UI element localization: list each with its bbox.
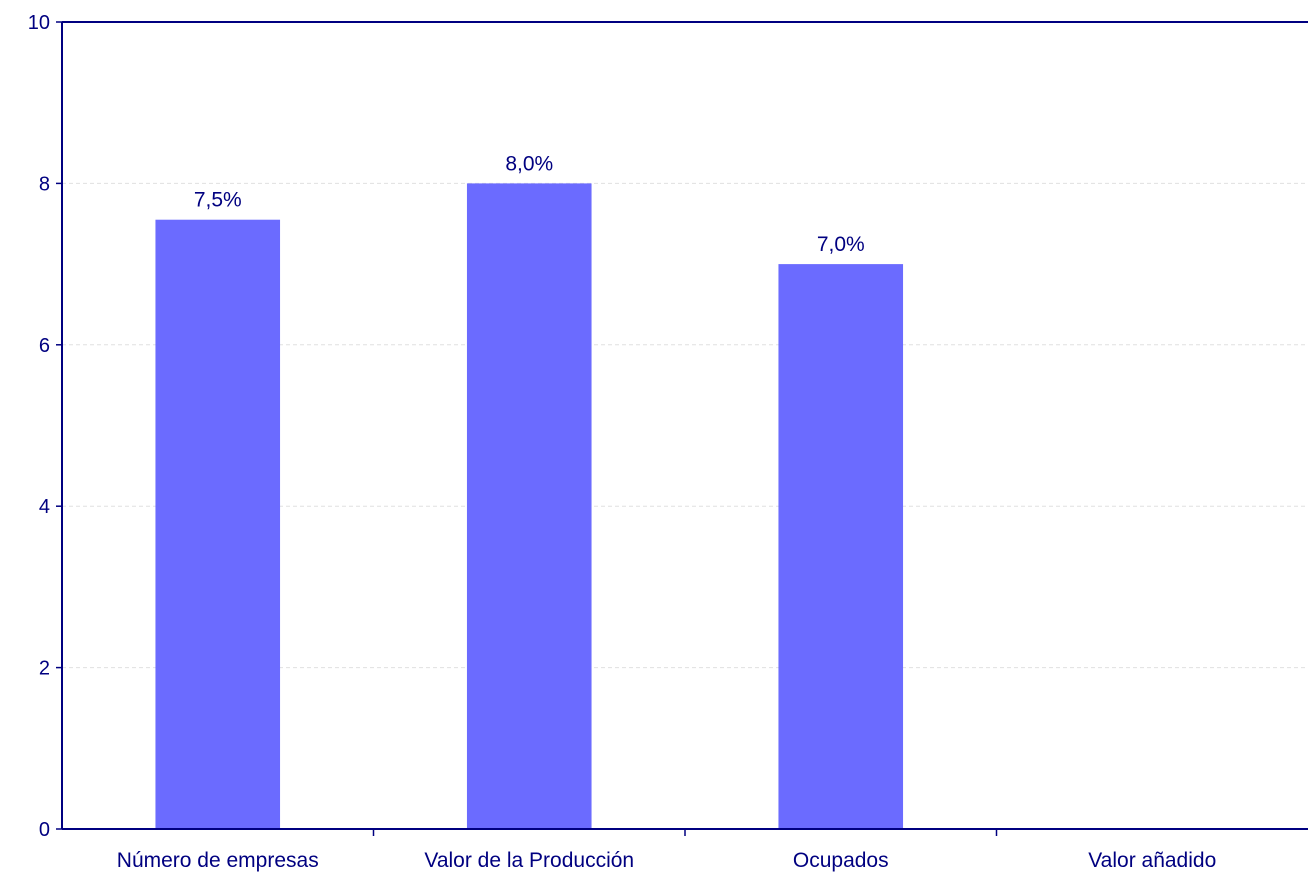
x-category-label: Número de empresas xyxy=(117,849,319,872)
bar xyxy=(466,183,592,829)
gridlines xyxy=(62,182,1308,669)
y-tick-label: 6 xyxy=(39,335,50,357)
bar xyxy=(778,264,904,830)
labels: 0 2 4 6 8 10 7,5% Número de empresas 8,0% Valor d… xyxy=(28,12,1217,872)
y-tick-label: 2 xyxy=(39,658,50,680)
y-tick-label: 10 xyxy=(28,12,50,34)
bar xyxy=(155,219,281,830)
x-category-label: Ocupados xyxy=(793,849,889,872)
y-tick-label: 8 xyxy=(39,173,50,195)
y-tick-label: 0 xyxy=(39,819,50,841)
x-category-label: Valor añadido xyxy=(1088,849,1216,872)
bar-value-label: 8,0% xyxy=(505,152,553,175)
x-category-label: Valor de la Producción xyxy=(424,849,634,872)
axes xyxy=(56,21,1308,836)
bar-value-label: 7,0% xyxy=(817,233,865,256)
y-tick-label: 4 xyxy=(39,496,50,518)
bar-value-label: 7,5% xyxy=(194,189,242,212)
bars xyxy=(155,183,904,830)
